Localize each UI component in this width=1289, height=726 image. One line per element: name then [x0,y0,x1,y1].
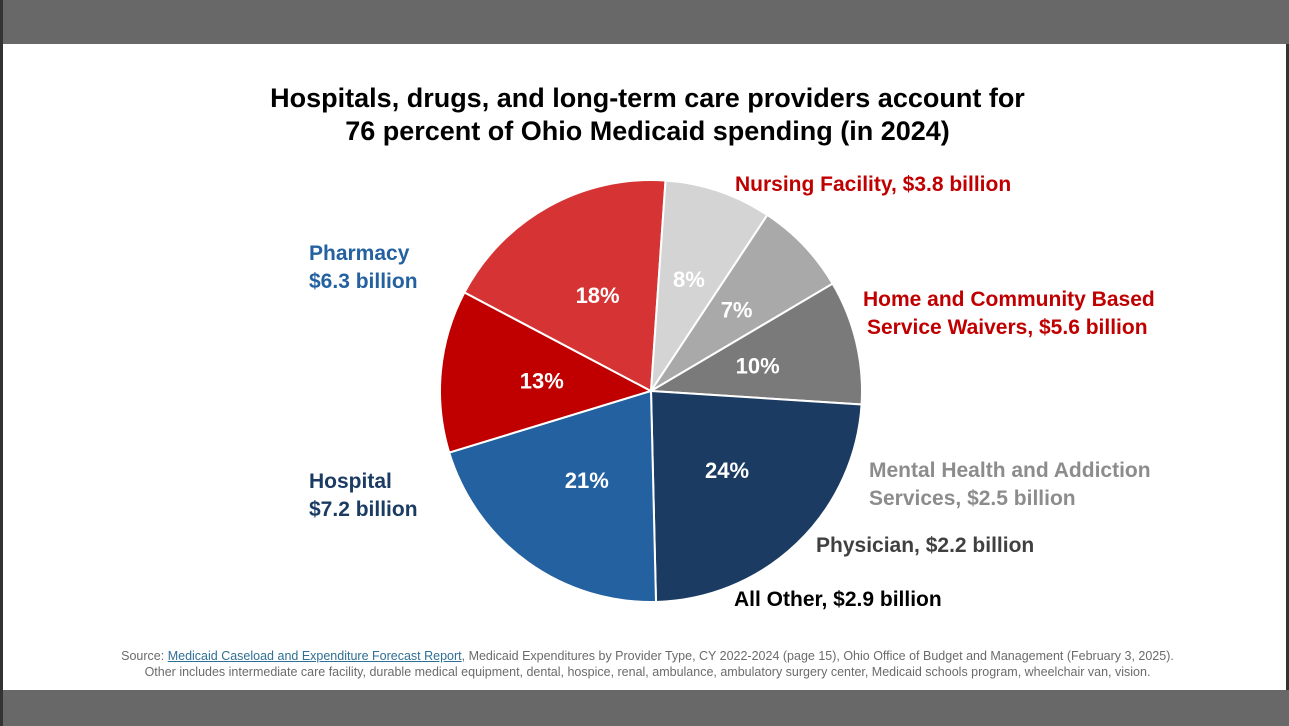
source-line-2: Other includes intermediate care facilit… [144,665,1151,679]
label-mental-line-1: Mental Health and Addiction [869,459,1151,482]
label-pharmacy-line-1: Pharmacy [309,242,410,265]
label-pharmacy-line-2: $6.3 billion [309,270,418,293]
chart-title-line-2: 76 percent of Ohio Medicaid spending (in… [345,116,950,146]
source-rest: , Medicaid Expenditures by Provider Type… [461,649,1174,663]
pie-percent-nursing-facility: 13% [520,369,564,394]
pie-slice-hospital [649,389,863,603]
label-hcbs-line-1: Home and Community Based [863,288,1155,311]
label-pharmacy: Pharmacy $6.3 billion [309,240,418,296]
pie-percent-home-and-community-based-service-waivers: 18% [576,283,620,308]
chart-title-line-1: Hospitals, drugs, and long-term care pro… [270,83,1025,113]
label-nursing-facility: Nursing Facility, $3.8 billion [735,173,1012,196]
pie-chart: 13% 18% 8% 7% 10% 24% 21% [439,179,863,603]
pie-slice-all-other [647,282,863,406]
label-mental-line-2: Services, $2.5 billion [869,487,1076,510]
pie-percent-hospital: 24% [705,458,749,483]
source-prefix: Source: [121,649,168,663]
label-physician: Physician, $2.2 billion [816,534,1035,557]
pie-slice-nursing-facility [439,291,654,454]
source-report-link[interactable]: Medicaid Caseload and Expenditure Foreca… [167,649,462,663]
source-note: Source: Medicaid Caseload and Expenditur… [3,648,1289,680]
bottom-band [3,690,1289,726]
chart-title: Hospitals, drugs, and long-term care pro… [3,82,1289,148]
pie-slice-mental-health-and-addiction-services [649,179,769,395]
source-line-1: Source: Medicaid Caseload and Expenditur… [3,648,1289,664]
label-hcbs-waivers: Home and Community Based Service Waivers… [863,286,1155,342]
pie-slice-home-and-community-based-service-waivers [463,179,667,393]
label-hospital-line-2: $7.2 billion [309,498,418,521]
pie-percent-physician: 7% [721,298,753,323]
pie-percent-pharmacy: 21% [565,468,609,493]
label-mental-health: Mental Health and Addiction Services, $2… [869,457,1151,513]
label-all-other: All Other, $2.9 billion [734,588,942,611]
top-band [3,0,1289,44]
pie-slice-pharmacy [447,389,658,603]
label-hospital-line-1: Hospital [309,470,392,493]
label-hospital: Hospital $7.2 billion [309,468,418,524]
pie-percent-mental-health-and-addiction-services: 8% [673,267,705,292]
pie-percent-all-other: 10% [736,354,780,379]
label-hcbs-line-2: Service Waivers, $5.6 billion [867,316,1148,339]
